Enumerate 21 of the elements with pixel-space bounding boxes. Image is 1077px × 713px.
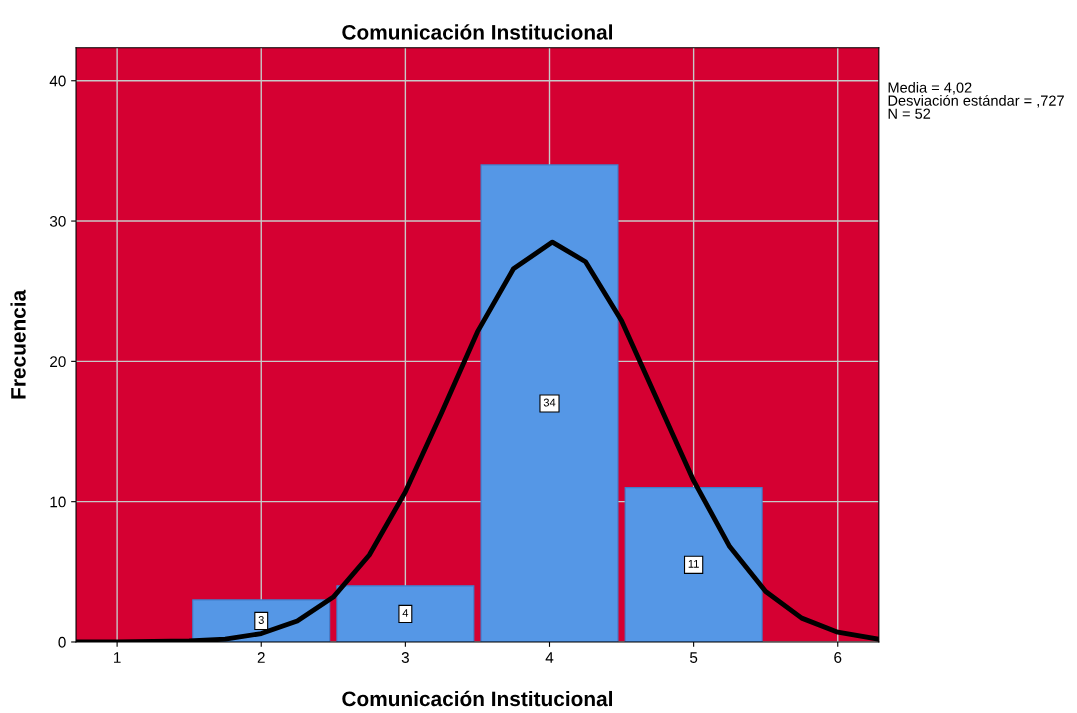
- x-axis-title: Comunicación Institucional: [342, 690, 612, 707]
- y-tick-label: 10: [50, 496, 66, 508]
- data-label: 34: [543, 398, 556, 407]
- data-label: 3: [258, 616, 264, 624]
- data-label: 11: [688, 560, 699, 568]
- x-tick-label: 3: [401, 652, 409, 663]
- data-label: 4: [402, 609, 409, 617]
- x-tick-label: 1: [114, 652, 121, 663]
- x-tick-label: 5: [689, 652, 698, 663]
- x-tick-label: 2: [257, 652, 265, 663]
- text: Media = 4,02: [888, 82, 972, 95]
- x-tick-label: 4: [545, 652, 554, 663]
- chart-title: Comunicación Institucional: [342, 24, 612, 40]
- x-tick-label: 6: [834, 652, 842, 663]
- y-tick-label: 20: [50, 356, 66, 368]
- text: Desviación estándar = ,727: [888, 94, 1064, 108]
- y-axis-title: Frecuencia: [10, 289, 26, 399]
- y-tick-label: 0: [58, 636, 66, 648]
- y-tick-label: 40: [49, 75, 66, 87]
- y-tick-label: 30: [49, 215, 66, 227]
- text: N = 52: [888, 108, 931, 119]
